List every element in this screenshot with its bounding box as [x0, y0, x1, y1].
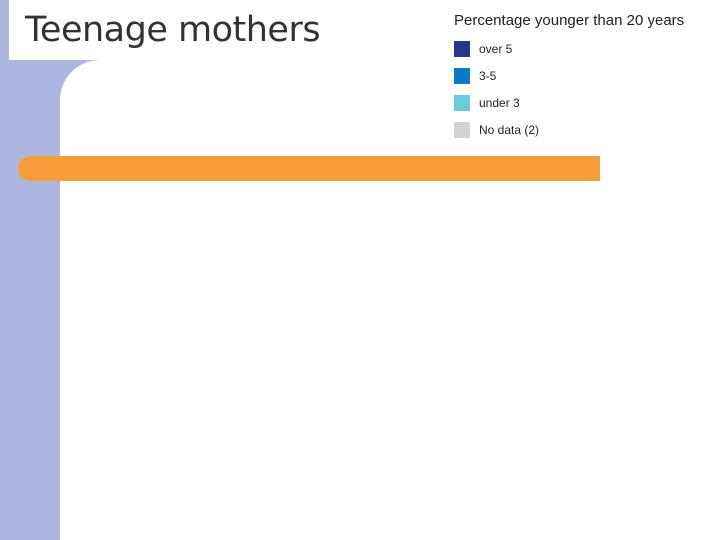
accent-bar: [18, 156, 600, 181]
legend-label: over 5: [479, 42, 513, 56]
legend-item: 3-5: [454, 68, 720, 86]
side-rail: [0, 0, 60, 540]
legend-item: under 3: [454, 95, 720, 113]
legend-swatch: [454, 122, 470, 138]
title-box: Teenage mothers: [9, 0, 329, 60]
map-legend: Percentage younger than 20 years over 5 …: [454, 10, 720, 140]
legend-label: 3-5: [479, 69, 497, 83]
legend-label: under 3: [479, 96, 520, 110]
legend-swatch: [454, 68, 470, 84]
legend-item: over 5: [454, 41, 720, 59]
legend-label: No data (2): [479, 123, 540, 137]
page-title: Teenage mothers: [25, 10, 321, 50]
legend-swatch: [454, 95, 470, 111]
legend-swatch: [454, 41, 470, 57]
legend-item: No data (2): [454, 122, 720, 140]
rail-corner: [60, 60, 100, 100]
legend-title: Percentage younger than 20 years: [454, 12, 685, 29]
